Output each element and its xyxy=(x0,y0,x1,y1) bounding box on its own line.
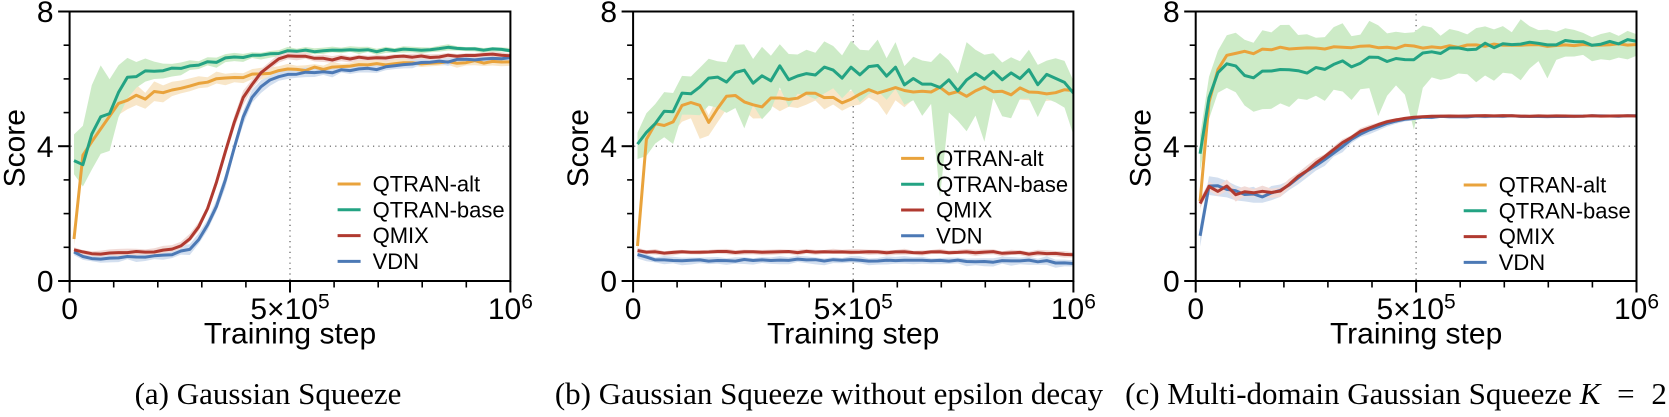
svg-text:QTRAN-alt: QTRAN-alt xyxy=(373,172,481,197)
svg-text:Score: Score xyxy=(0,109,32,187)
svg-text:QTRAN-base: QTRAN-base xyxy=(1499,198,1631,223)
svg-text:Score: Score xyxy=(1125,109,1158,187)
svg-text:5×105: 5×105 xyxy=(814,291,893,327)
svg-text:0: 0 xyxy=(1187,293,1204,326)
svg-text:0: 0 xyxy=(1163,266,1180,299)
svg-text:QTRAN-base: QTRAN-base xyxy=(373,197,505,222)
svg-text:0: 0 xyxy=(61,293,78,326)
svg-text:(c) Multi-domain Gaussian Sque: (c) Multi-domain Gaussian Squeeze K = 2 xyxy=(1125,376,1667,411)
svg-text:Training step: Training step xyxy=(1330,318,1502,351)
svg-text:5×105: 5×105 xyxy=(1376,291,1455,327)
svg-text:Training step: Training step xyxy=(204,318,376,351)
svg-text:0: 0 xyxy=(600,266,617,299)
svg-text:QTRAN-alt: QTRAN-alt xyxy=(1499,173,1607,198)
svg-text:VDN: VDN xyxy=(1499,250,1545,275)
svg-text:4: 4 xyxy=(37,131,54,164)
svg-text:Score: Score xyxy=(562,109,595,187)
svg-text:(b) Gaussian Squeeze without e: (b) Gaussian Squeeze without epsilon dec… xyxy=(555,376,1104,411)
svg-text:5×105: 5×105 xyxy=(250,291,329,327)
svg-text:QMIX: QMIX xyxy=(936,198,993,223)
svg-text:VDN: VDN xyxy=(936,223,982,248)
svg-text:Training step: Training step xyxy=(767,318,939,351)
svg-text:8: 8 xyxy=(1163,0,1180,29)
svg-text:106: 106 xyxy=(1051,291,1096,327)
svg-text:QMIX: QMIX xyxy=(1499,224,1556,249)
svg-text:8: 8 xyxy=(600,0,617,29)
svg-text:QTRAN-alt: QTRAN-alt xyxy=(936,146,1044,171)
svg-text:4: 4 xyxy=(1163,131,1180,164)
svg-text:4: 4 xyxy=(600,131,617,164)
svg-text:8: 8 xyxy=(37,0,54,29)
svg-text:(a) Gaussian Squeeze: (a) Gaussian Squeeze xyxy=(135,376,402,411)
svg-text:0: 0 xyxy=(37,266,54,299)
svg-text:QTRAN-base: QTRAN-base xyxy=(936,172,1068,197)
svg-text:QMIX: QMIX xyxy=(373,223,430,248)
svg-text:VDN: VDN xyxy=(373,249,419,274)
svg-text:0: 0 xyxy=(625,293,642,326)
